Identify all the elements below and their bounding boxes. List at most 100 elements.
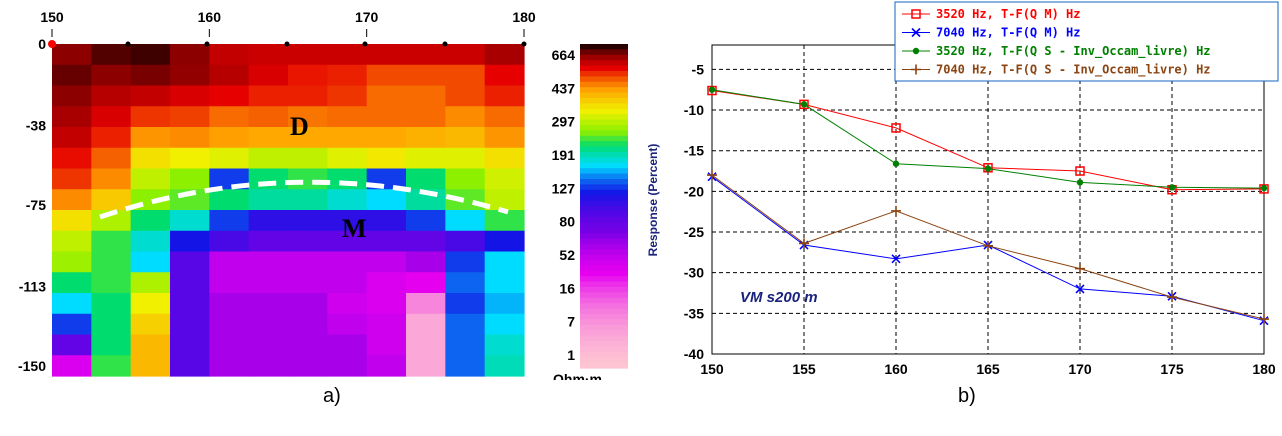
colorbar-segment	[580, 357, 628, 364]
heatmap-cell	[91, 64, 132, 87]
colorbar-segment	[580, 44, 628, 50]
heatmap-cell	[327, 85, 368, 107]
heatmap-cell	[209, 64, 250, 87]
heatmap-cell	[366, 106, 407, 128]
heatmap-cell	[288, 313, 328, 336]
heatmap-cell	[52, 189, 92, 211]
heatmap-cell	[484, 355, 525, 377]
response-line-chart: 150 155 160 165 170 175 180 -5 -10 -15 -20 -25 -30 -3…	[646, 1, 1279, 377]
station-marker	[362, 41, 368, 47]
colorbar-segment	[580, 308, 628, 315]
heatmap-cell	[91, 251, 132, 273]
data-point-plus	[799, 238, 809, 249]
heatmap-cell	[445, 230, 486, 253]
colorbar-segment	[580, 87, 628, 94]
heatmap-cell	[366, 64, 407, 87]
heatmap-cell	[445, 293, 486, 315]
heatmap-cell	[248, 168, 289, 190]
heatmap-cell	[445, 147, 486, 170]
heatmap-cell	[445, 44, 486, 66]
y-tick-label: -30	[684, 265, 704, 281]
heatmap-cell	[484, 127, 525, 149]
heatmap-cell	[406, 293, 446, 315]
heatmap-y-tick-label: -113	[19, 279, 46, 295]
heatmap-cell	[91, 127, 132, 149]
heatmap-cell	[484, 334, 525, 356]
x-tick-label: 165	[976, 361, 1000, 377]
heatmap-cell	[170, 127, 210, 149]
heatmap-y-tick-label: -75	[26, 197, 46, 213]
legend-entry-label: 3520 Hz, T-F(Q S - Inv_Occam_livre) Hz	[936, 44, 1211, 59]
colorbar-segment	[580, 173, 628, 180]
data-point-circle	[912, 47, 920, 55]
heatmap-cell	[209, 272, 250, 294]
heatmap-cell	[248, 210, 289, 232]
heatmap-cell	[248, 313, 289, 336]
colorbar-segment	[580, 200, 628, 207]
heatmap-cell	[366, 147, 407, 170]
x-tick-label: 175	[1160, 361, 1184, 377]
heatmap-cell	[91, 85, 132, 107]
vm-annotation: VM s200 m	[740, 289, 818, 306]
heatmap-cell	[406, 355, 446, 377]
station-marker	[284, 41, 290, 47]
heatmap-cell	[406, 251, 446, 273]
heatmap-cell	[248, 293, 289, 315]
colorbar-segment	[580, 270, 628, 277]
heatmap-cell	[406, 230, 446, 253]
colorbar-segment	[580, 351, 628, 358]
colorbar-segment	[580, 54, 628, 61]
heatmap-cell	[327, 355, 368, 377]
heatmap-cell	[406, 44, 446, 66]
heatmap-cell	[130, 355, 171, 377]
heatmap-cell	[484, 251, 525, 273]
colorbar-segment	[580, 189, 628, 196]
heatmap-cell	[406, 147, 446, 170]
heatmap-cell	[288, 127, 328, 149]
heatmap-cell	[209, 230, 250, 253]
y-axis-label: Response (Percent)	[646, 144, 660, 257]
heatmap-cell	[91, 355, 132, 377]
data-point-circle	[800, 101, 808, 108]
heatmap-cell	[130, 85, 171, 107]
heatmap-cell	[209, 127, 250, 149]
colorbar-segment	[580, 206, 628, 212]
colorbar-segment	[580, 168, 628, 175]
heatmap-cell	[484, 106, 525, 128]
heatmap-cell	[91, 293, 132, 315]
heatmap-cell	[484, 293, 525, 315]
colorbar-segment	[580, 254, 628, 261]
heatmap-cell	[327, 147, 368, 170]
colorbar-segment	[580, 152, 628, 158]
colorbar-segment	[580, 281, 628, 288]
colorbar-segment	[580, 292, 628, 299]
legend-entry-label: 7040 Hz, T-F(Q M) Hz	[936, 26, 1081, 40]
colorbar-segment	[580, 260, 628, 266]
heatmap-cell	[484, 230, 525, 253]
heatmap-cell	[209, 147, 250, 170]
heatmap-cell	[484, 44, 525, 66]
heatmap-cell	[288, 64, 328, 87]
heatmap-cell	[484, 272, 525, 294]
heatmap-cell	[52, 44, 92, 66]
data-point-circle	[984, 165, 992, 172]
colorbar-unit: Ohm·m	[553, 371, 602, 380]
heatmap-cell	[445, 85, 486, 107]
heatmap-cell	[209, 293, 250, 315]
heatmap-cell	[327, 127, 368, 149]
data-point-plus	[1167, 292, 1177, 303]
colorbar-segment	[580, 324, 628, 331]
colorbar-segment	[580, 71, 628, 77]
heatmap-cell	[248, 230, 289, 253]
heatmap-cell	[170, 85, 210, 107]
heatmap-cell	[91, 106, 132, 128]
heatmap-cell	[288, 355, 328, 377]
heatmap-y-ticks: 0 -38 -75 -113 -150	[18, 36, 46, 374]
data-point-square	[911, 9, 921, 19]
heatmap-cell	[366, 210, 407, 232]
colorbar-segment	[580, 49, 628, 56]
heatmap-cell	[406, 210, 446, 232]
y-tick-label: -10	[684, 102, 704, 118]
heatmap-cell	[445, 106, 486, 128]
heatmap-cell	[52, 85, 92, 107]
